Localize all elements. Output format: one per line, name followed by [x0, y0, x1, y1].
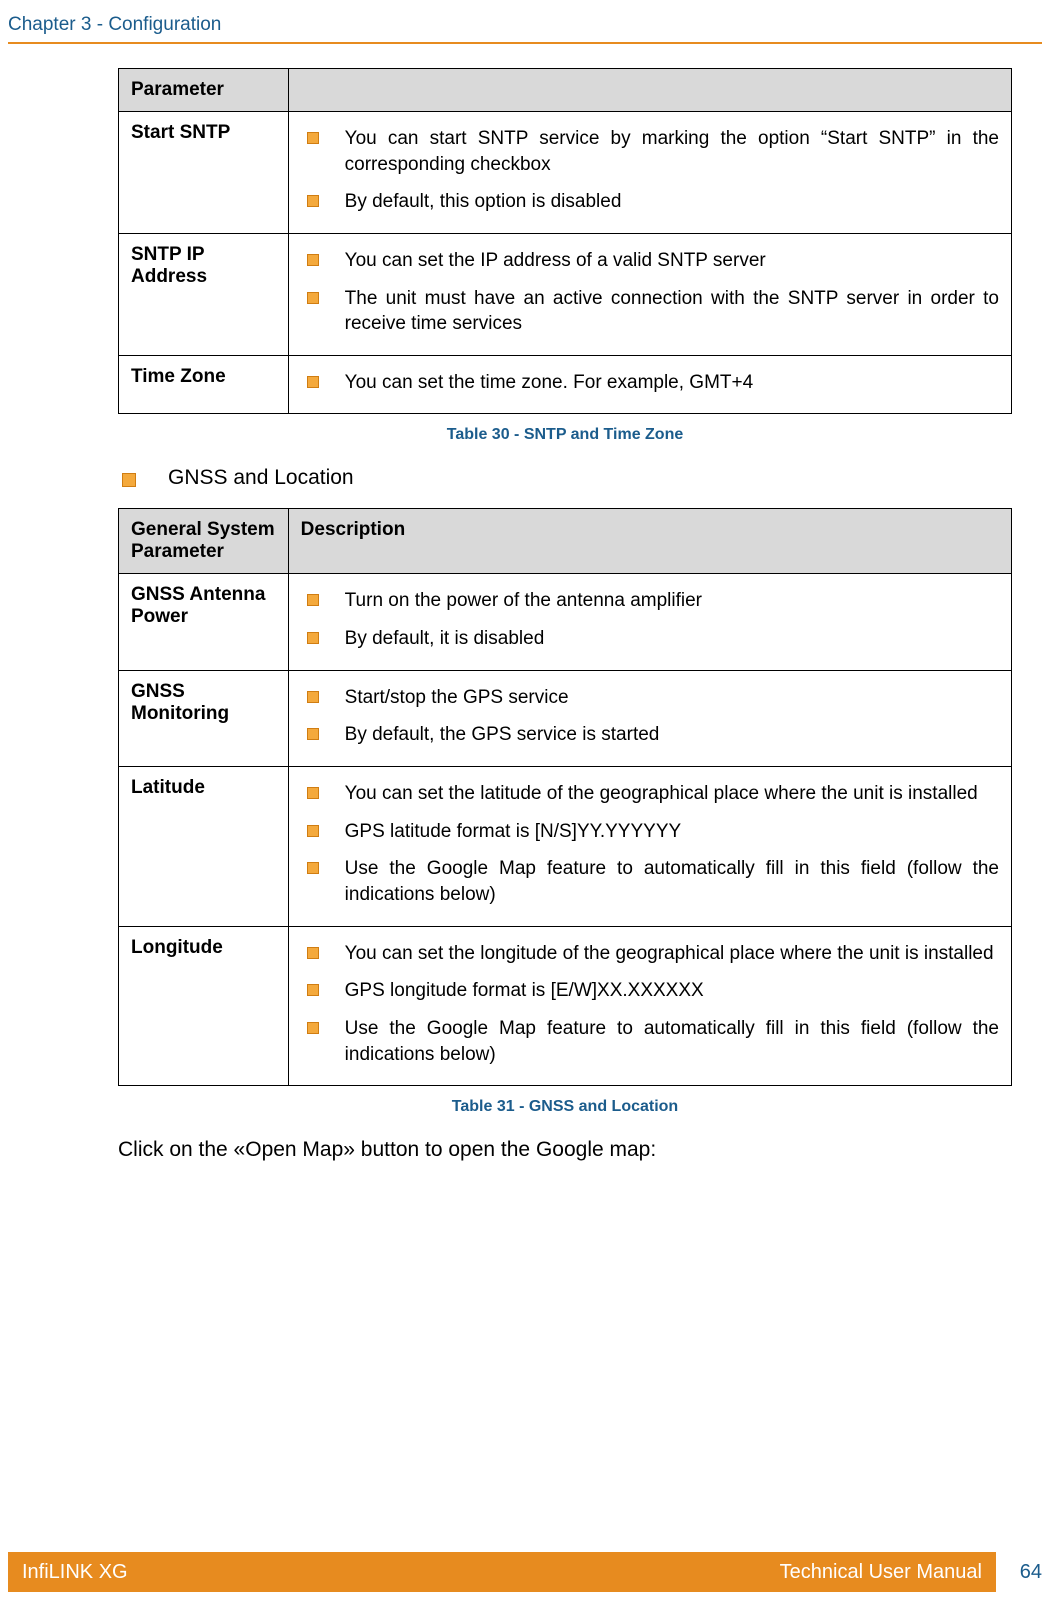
- bullet-item: The unit must have an active connection …: [301, 282, 999, 345]
- bullet-item: You can set the latitude of the geograph…: [301, 777, 999, 815]
- bullet-item: GPS longitude format is [E/W]XX.XXXXXX: [301, 974, 999, 1012]
- bullet-list: You can set the latitude of the geograph…: [301, 777, 999, 916]
- table-caption: Table 31 - GNSS and Location: [118, 1098, 1012, 1116]
- body-paragraph: Click on the «Open Map» button to open t…: [118, 1138, 1012, 1162]
- bullet-item: By default, this option is disabled: [301, 185, 999, 223]
- bullet-item: By default, it is disabled: [301, 622, 999, 660]
- chapter-title: Chapter 3 - Configuration: [0, 0, 1050, 42]
- bullet-item: You can set the IP address of a valid SN…: [301, 244, 999, 282]
- bullet-list: Turn on the power of the antenna amplifi…: [301, 584, 999, 659]
- param-name: GNSS Antenna Power: [119, 574, 289, 670]
- gnss-table: General System Parameter Description GNS…: [118, 508, 1012, 1086]
- page-content: Parameter Start SNTP You can start SNTP …: [0, 68, 1050, 1162]
- col-header-parameter: General System Parameter: [119, 509, 289, 574]
- bullet-item: You can set the time zone. For example, …: [301, 366, 999, 404]
- param-name: Time Zone: [119, 355, 289, 414]
- table-row: SNTP IP Address You can set the IP addre…: [119, 233, 1012, 355]
- sntp-table: Parameter Start SNTP You can start SNTP …: [118, 68, 1012, 414]
- table-row: Longitude You can set the longitude of t…: [119, 926, 1012, 1086]
- header-divider: [8, 42, 1042, 44]
- col-header-empty: [288, 69, 1011, 112]
- footer-product: InfiLINK XG: [22, 1561, 128, 1584]
- table-row: Start SNTP You can start SNTP service by…: [119, 112, 1012, 234]
- bullet-list: You can set the longitude of the geograp…: [301, 937, 999, 1076]
- page-footer: InfiLINK XG Technical User Manual 64: [8, 1552, 1042, 1592]
- param-desc: You can set the latitude of the geograph…: [288, 767, 1011, 927]
- bullet-item: Start/stop the GPS service: [301, 681, 999, 719]
- table-row: GNSS Antenna Power Turn on the power of …: [119, 574, 1012, 670]
- bullet-list: You can set the time zone. For example, …: [301, 366, 999, 404]
- page-number: 64: [1002, 1552, 1042, 1592]
- param-desc: You can set the longitude of the geograp…: [288, 926, 1011, 1086]
- col-header-parameter: Parameter: [119, 69, 289, 112]
- param-name: Longitude: [119, 926, 289, 1086]
- bullet-item: Turn on the power of the antenna amplifi…: [301, 584, 999, 622]
- bullet-list: You can set the IP address of a valid SN…: [301, 244, 999, 345]
- bullet-item: You can start SNTP service by marking th…: [301, 122, 999, 185]
- table-row: Time Zone You can set the time zone. For…: [119, 355, 1012, 414]
- bullet-item: By default, the GPS service is started: [301, 718, 999, 756]
- section-heading: GNSS and Location: [118, 466, 1012, 508]
- param-desc: You can set the IP address of a valid SN…: [288, 233, 1011, 355]
- table-row: Latitude You can set the latitude of the…: [119, 767, 1012, 927]
- param-desc: You can set the time zone. For example, …: [288, 355, 1011, 414]
- bullet-list: Start/stop the GPS service By default, t…: [301, 681, 999, 756]
- param-desc: Start/stop the GPS service By default, t…: [288, 670, 1011, 766]
- param-name: Latitude: [119, 767, 289, 927]
- param-name: GNSS Monitoring: [119, 670, 289, 766]
- table-header-row: General System Parameter Description: [119, 509, 1012, 574]
- bullet-list: You can start SNTP service by marking th…: [301, 122, 999, 223]
- param-desc: Turn on the power of the antenna amplifi…: [288, 574, 1011, 670]
- table-header-row: Parameter: [119, 69, 1012, 112]
- table-caption: Table 30 - SNTP and Time Zone: [118, 426, 1012, 444]
- bullet-item: Use the Google Map feature to automatica…: [301, 1012, 999, 1075]
- footer-bar: InfiLINK XG Technical User Manual: [8, 1552, 996, 1592]
- table-row: GNSS Monitoring Start/stop the GPS servi…: [119, 670, 1012, 766]
- bullet-item: You can set the longitude of the geograp…: [301, 937, 999, 975]
- bullet-item: Use the Google Map feature to automatica…: [301, 852, 999, 915]
- param-desc: You can start SNTP service by marking th…: [288, 112, 1011, 234]
- bullet-item: GPS latitude format is [N/S]YY.YYYYYY: [301, 815, 999, 853]
- param-name: Start SNTP: [119, 112, 289, 234]
- footer-doc-title: Technical User Manual: [780, 1561, 982, 1584]
- param-name: SNTP IP Address: [119, 233, 289, 355]
- col-header-description: Description: [288, 509, 1011, 574]
